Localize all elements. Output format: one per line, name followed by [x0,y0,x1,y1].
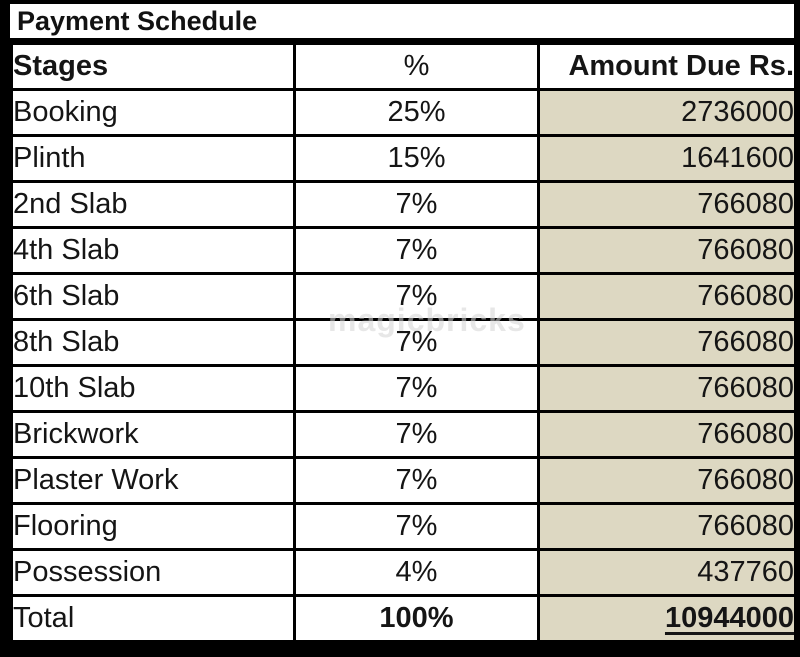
percent-cell: 7% [293,410,540,459]
table-row: 4th Slab 7% 766080 [10,226,797,275]
table-row: 10th Slab 7% 766080 [10,364,797,413]
percent-cell: 4% [293,548,540,597]
header-amount-due: Amount Due Rs. [537,42,797,91]
amount-cell-text: 10944000 [664,602,794,634]
amount-cell: 766080 [537,272,797,321]
amount-cell: 766080 [537,502,797,551]
percent-cell: 7% [293,272,540,321]
amount-cell-text: 766080 [697,464,794,496]
percent-cell-text: 25% [387,96,446,128]
amount-cell-text: 766080 [697,418,794,450]
percent-cell: 100% [293,594,540,643]
amount-cell: 437760 [537,548,797,597]
table-row: Possession 4% 437760 [10,548,797,597]
table-row: 2nd Slab 7% 766080 [10,180,797,229]
stage-cell-text: Plinth [13,142,86,174]
stage-cell-text: Total [13,602,75,634]
table-header-row: Stages % Amount Due Rs. [10,42,797,91]
percent-cell-text: 7% [395,464,438,496]
table-row: Booking 25% 2736000 [10,88,797,137]
stage-cell-text: 6th Slab [13,280,120,312]
stage-cell: Plinth [10,134,296,183]
percent-cell: 7% [293,180,540,229]
amount-cell-text: 766080 [697,188,794,220]
percent-cell: 7% [293,226,540,275]
stage-cell-text: Flooring [13,510,118,542]
percent-cell: 15% [293,134,540,183]
table-row: Plinth 15% 1641600 [10,134,797,183]
amount-cell: 766080 [537,226,797,275]
percent-cell-text: 7% [395,280,438,312]
stage-cell-text: 8th Slab [13,326,120,358]
percent-cell-text: 7% [395,234,438,266]
percent-cell-text: 4% [395,556,438,588]
stage-cell-text: 4th Slab [13,234,120,266]
stage-cell-text: 2nd Slab [13,188,128,220]
amount-cell: 766080 [537,410,797,459]
stage-cell-text: 10th Slab [13,372,136,404]
amount-cell-text: 766080 [697,234,794,266]
percent-cell-text: 7% [395,188,438,220]
amount-cell-text: 766080 [697,372,794,404]
percent-cell: 7% [293,456,540,505]
stage-cell: Possession [10,548,296,597]
amount-cell: 766080 [537,456,797,505]
table-row: Plaster Work 7% 766080 [10,456,797,505]
stage-cell: 6th Slab [10,272,296,321]
stage-cell: Plaster Work [10,456,296,505]
amount-cell: 766080 [537,318,797,367]
stage-cell: Flooring [10,502,296,551]
percent-cell-text: 100% [379,602,454,634]
stage-cell: 4th Slab [10,226,296,275]
stage-cell-text: Possession [13,556,162,588]
amount-cell-text: 766080 [697,510,794,542]
stage-cell-text: Booking [13,96,118,128]
amount-cell: 1641600 [537,134,797,183]
page-title-text: Payment Schedule [17,6,258,36]
table-row: Total 100% 10944000 [10,594,797,643]
amount-cell-text: 1641600 [681,142,794,174]
stage-cell: Brickwork [10,410,296,459]
stage-cell: 10th Slab [10,364,296,413]
stage-cell-text: Plaster Work [13,464,179,496]
percent-cell-text: 15% [387,142,446,174]
payment-schedule-table: Stages % Amount Due Rs. Booking 25% 273600… [10,42,797,643]
amount-cell: 2736000 [537,88,797,137]
table-row: 8th Slab 7% 766080 [10,318,797,367]
percent-cell-text: 7% [395,418,438,450]
table-row: Flooring 7% 766080 [10,502,797,551]
stage-cell: 2nd Slab [10,180,296,229]
header-stages: Stages [10,42,296,91]
stage-cell: 8th Slab [10,318,296,367]
percent-cell: 25% [293,88,540,137]
percent-cell-text: 7% [395,510,438,542]
percent-cell-text: 7% [395,372,438,404]
percent-cell: 7% [293,502,540,551]
percent-cell-text: 7% [395,326,438,358]
amount-cell: 10944000 [537,594,797,643]
table-row: 6th Slab 7% 766080 [10,272,797,321]
amount-cell-text: 766080 [697,280,794,312]
amount-cell-text: 437760 [697,556,794,588]
stage-cell-text: Brickwork [13,418,139,450]
amount-cell-text: 766080 [697,326,794,358]
amount-cell: 766080 [537,180,797,229]
amount-cell-text: 2736000 [681,96,794,128]
stage-cell: Booking [10,88,296,137]
table-body: Booking 25% 2736000 Plinth 15% 1641600 2nd Sla… [10,88,797,643]
header-percent: % [293,42,540,91]
page-title: Payment Schedule [10,4,794,38]
stage-cell: Total [10,594,296,643]
amount-cell: 766080 [537,364,797,413]
percent-cell: 7% [293,318,540,367]
table-row: Brickwork 7% 766080 [10,410,797,459]
percent-cell: 7% [293,364,540,413]
